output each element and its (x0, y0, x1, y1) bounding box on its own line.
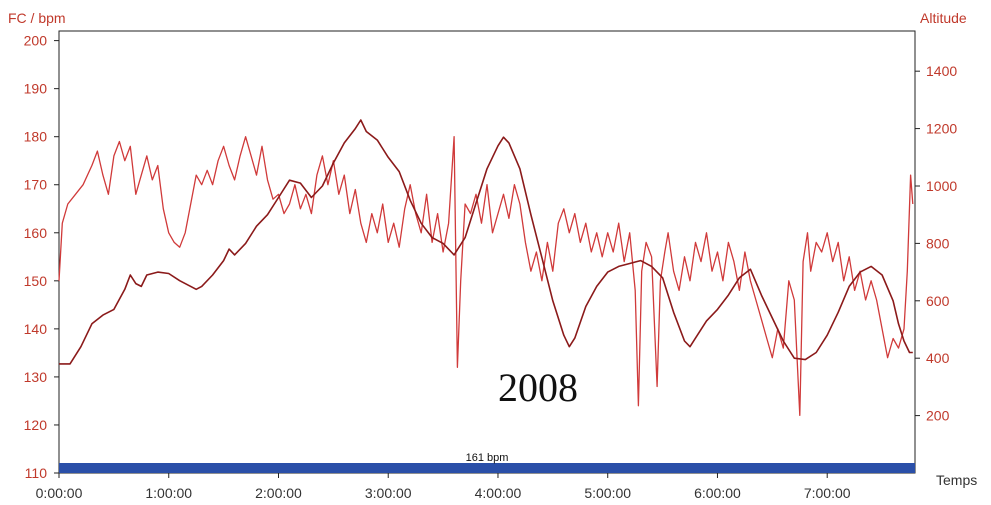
x-axis-title: Temps (936, 472, 977, 488)
right-tick-label: 1400 (926, 63, 957, 79)
left-axis-ticks: 110 120 130 140 150 160 170 180 190 200 (24, 33, 59, 481)
average-heart-rate-band (59, 463, 915, 473)
year-annotation: 2008 (498, 365, 578, 410)
altitude-line (59, 119, 913, 365)
left-tick-label: 190 (24, 81, 48, 97)
left-tick-label: 200 (24, 33, 48, 49)
x-tick-label: 0:00:00 (36, 485, 83, 501)
x-tick-label: 6:00:00 (694, 485, 741, 501)
x-tick-label: 3:00:00 (365, 485, 412, 501)
left-tick-label: 110 (25, 465, 48, 481)
x-axis-ticks: 0:00:00 1:00:00 2:00:00 3:00:00 4:00:00 5:00:… (36, 473, 851, 501)
average-heart-rate-label: 161 bpm (466, 452, 509, 464)
left-tick-label: 140 (24, 321, 48, 337)
left-tick-label: 150 (24, 273, 48, 289)
right-tick-label: 1200 (926, 121, 957, 137)
left-tick-label: 130 (24, 369, 48, 385)
right-tick-label: 200 (926, 408, 950, 424)
right-tick-label: 1000 (926, 178, 957, 194)
x-tick-label: 2:00:00 (255, 485, 302, 501)
left-axis-title: FC / bpm (8, 10, 66, 26)
heart-rate-line (58, 136, 914, 416)
right-tick-label: 400 (926, 350, 950, 366)
right-axis-ticks: 200 400 600 800 1000 1200 1400 (915, 63, 957, 424)
left-tick-label: 180 (24, 129, 48, 145)
left-tick-label: 170 (24, 177, 48, 193)
left-tick-label: 160 (24, 225, 48, 241)
left-tick-label: 120 (24, 417, 48, 433)
right-tick-label: 800 (926, 235, 950, 251)
x-tick-label: 7:00:00 (804, 485, 851, 501)
x-tick-label: 1:00:00 (145, 485, 192, 501)
x-tick-label: 4:00:00 (475, 485, 522, 501)
series-layer (58, 119, 914, 416)
x-tick-label: 5:00:00 (584, 485, 631, 501)
right-tick-label: 600 (926, 293, 950, 309)
right-axis-title: Altitude (920, 10, 967, 26)
plot-frame (58, 30, 916, 474)
